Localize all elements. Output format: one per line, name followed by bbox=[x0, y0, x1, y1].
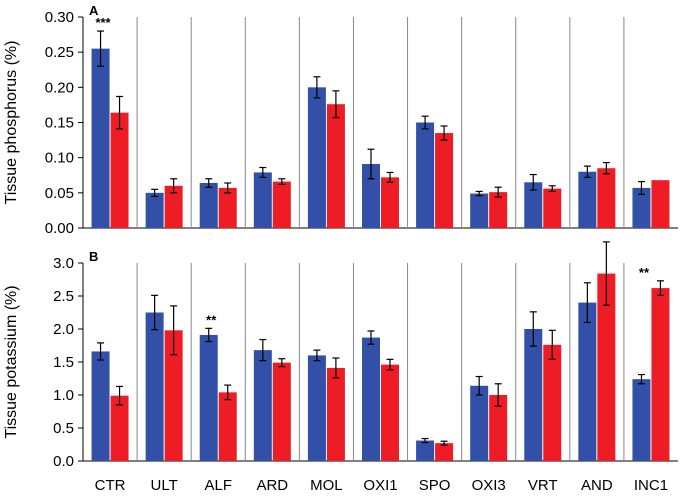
bar-red-ard-b bbox=[272, 362, 291, 461]
bar-blue-mol-b bbox=[307, 355, 326, 461]
bar-red-ult-a bbox=[164, 185, 183, 228]
bar-red-mol-b bbox=[326, 367, 345, 461]
y-tick-label-b: 1.0 bbox=[53, 387, 74, 404]
y-tick-label-a: 0.00 bbox=[45, 220, 74, 237]
bar-blue-ard-a bbox=[253, 172, 272, 228]
y-tick-label-b: 2.5 bbox=[53, 288, 74, 305]
bar-blue-spo-b bbox=[416, 440, 435, 461]
bar-red-spo-a bbox=[435, 133, 454, 228]
significance-mark-ctr-a: *** bbox=[95, 15, 111, 30]
bar-red-ult-b bbox=[164, 330, 183, 461]
bar-blue-ctr-b bbox=[91, 351, 110, 461]
bar-red-inc1-b bbox=[651, 288, 670, 461]
bar-blue-spo-a bbox=[416, 122, 435, 228]
y-tick-label-a: 0.05 bbox=[45, 185, 74, 202]
bar-blue-vrt-a bbox=[524, 182, 543, 228]
bar-blue-oxi3-b bbox=[470, 385, 489, 461]
x-tick-label-oxi1: OXI1 bbox=[363, 477, 397, 494]
bar-red-and-b bbox=[597, 273, 616, 461]
y-tick-label-a: 0.25 bbox=[45, 44, 74, 61]
x-tick-label-ult: ULT bbox=[151, 477, 178, 494]
bar-blue-alf-b bbox=[199, 334, 218, 461]
bar-red-alf-a bbox=[218, 187, 237, 228]
y-tick-label-b: 0.0 bbox=[53, 453, 74, 470]
x-tick-label-inc1: INC1 bbox=[634, 477, 668, 494]
bar-blue-inc1-b bbox=[632, 379, 651, 461]
bar-red-oxi1-a bbox=[381, 177, 399, 228]
x-tick-label-ard: ARD bbox=[256, 477, 288, 494]
significance-mark-alf-b: ** bbox=[206, 312, 217, 327]
x-tick-label-vrt: VRT bbox=[528, 477, 558, 494]
x-tick-label-ctr: CTR bbox=[95, 477, 126, 494]
bar-blue-inc1-a bbox=[632, 187, 651, 228]
x-tick-label-alf: ALF bbox=[204, 477, 232, 494]
x-tick-label-and: AND bbox=[581, 477, 613, 494]
bar-blue-mol-a bbox=[307, 87, 326, 228]
y-tick-label-a: 0.20 bbox=[45, 79, 74, 96]
bar-red-ctr-a bbox=[110, 112, 129, 228]
bar-blue-oxi1-a bbox=[362, 163, 380, 228]
y-tick-label-a: 0.10 bbox=[45, 150, 74, 167]
bar-blue-vrt-b bbox=[524, 329, 543, 461]
bar-blue-oxi1-b bbox=[362, 337, 380, 461]
significance-mark-inc1-b: ** bbox=[639, 265, 650, 280]
y-tick-label-a: 0.15 bbox=[45, 115, 74, 132]
panel-label-a: A bbox=[89, 3, 99, 18]
bar-red-alf-b bbox=[218, 392, 237, 461]
y-tick-label-b: 2.0 bbox=[53, 321, 74, 338]
bar-red-oxi1-b bbox=[381, 364, 399, 461]
bar-red-ctr-b bbox=[110, 395, 129, 461]
bar-blue-and-a bbox=[578, 171, 597, 228]
bar-blue-ult-b bbox=[145, 312, 164, 461]
x-tick-label-oxi3: OXI3 bbox=[472, 477, 506, 494]
bar-blue-ult-a bbox=[145, 192, 164, 228]
bar-red-and-a bbox=[597, 168, 616, 228]
y-tick-label-a: 0.30 bbox=[45, 9, 74, 26]
y-axis-title-a: Tissue phosphorus (%) bbox=[3, 41, 20, 205]
y-tick-label-b: 1.5 bbox=[53, 354, 74, 371]
x-tick-label-spo: SPO bbox=[419, 477, 451, 494]
panel-label-b: B bbox=[89, 249, 98, 264]
bar-red-inc1-a bbox=[651, 180, 670, 228]
bar-blue-ctr-a bbox=[91, 48, 110, 229]
bar-red-mol-a bbox=[326, 104, 345, 228]
y-tick-label-b: 0.5 bbox=[53, 420, 74, 437]
bar-red-spo-b bbox=[435, 443, 454, 461]
bar-blue-and-b bbox=[578, 302, 597, 461]
bar-blue-alf-a bbox=[199, 182, 218, 228]
bar-red-oxi3-a bbox=[489, 192, 508, 228]
x-tick-label-mol: MOL bbox=[310, 477, 343, 494]
bar-blue-oxi3-a bbox=[470, 193, 489, 228]
bar-red-oxi3-b bbox=[489, 395, 508, 461]
y-axis-title-b: Tissue potassium (%) bbox=[3, 285, 20, 438]
y-tick-label-b: 3.0 bbox=[53, 255, 74, 272]
bar-red-ard-a bbox=[272, 181, 291, 228]
bar-blue-ard-b bbox=[253, 350, 272, 461]
bar-red-vrt-b bbox=[543, 344, 562, 461]
bar-red-vrt-a bbox=[543, 188, 562, 228]
